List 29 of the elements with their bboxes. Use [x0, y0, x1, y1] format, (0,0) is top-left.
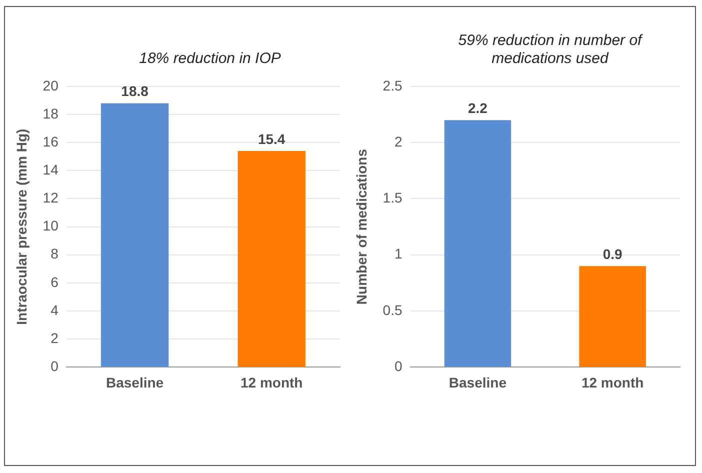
y-tick-label: 2 [394, 133, 402, 150]
y-tick-label: 6 [50, 274, 59, 290]
y-tick-label: 0 [50, 358, 59, 374]
x-tick-label: 12 month [581, 374, 644, 390]
chart-title: 18% reduction in IOP [138, 49, 282, 68]
y-tick-label: 1 [394, 246, 402, 262]
y-tick-label: 1.5 [382, 190, 402, 206]
y-tick-label: 8 [50, 246, 59, 262]
y-tick-label: 12 [42, 190, 59, 206]
y-tick-label: 18 [42, 105, 59, 122]
y-tick-label: 20 [42, 77, 59, 94]
y-tick-label: 2.5 [382, 77, 402, 94]
y-tick-label: 10 [42, 218, 59, 234]
chart-title: 59% reduction in number of medications used [457, 31, 644, 68]
x-tick-label: Baseline [106, 374, 164, 390]
y-tick-label: 4 [50, 302, 59, 318]
y-tick-label: 14 [42, 162, 59, 178]
data-label: 2.2 [468, 100, 488, 116]
y-tick-label: 2 [50, 330, 59, 346]
y-tick-label: 0.5 [382, 302, 402, 318]
x-tick-label: 12 month [240, 374, 303, 390]
y-tick-label: 16 [42, 133, 59, 150]
data-label: 0.9 [602, 246, 623, 262]
data-label: 15.4 [258, 130, 286, 147]
y-axis-title: Number of medications [353, 148, 370, 305]
data-label: 18.8 [121, 83, 149, 100]
y-axis-title: Intraocular pressure (mm Hg) [13, 128, 30, 325]
y-tick-label: 0 [394, 358, 402, 374]
x-tick-label: Baseline [448, 374, 507, 390]
